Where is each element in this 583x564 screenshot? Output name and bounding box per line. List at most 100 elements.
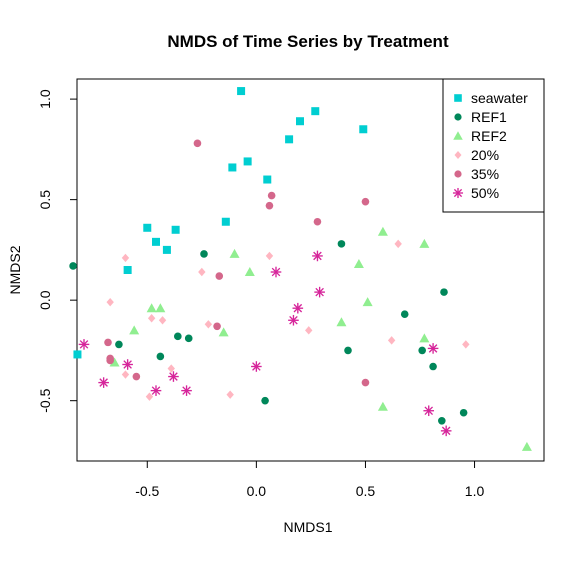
point-ref1	[400, 310, 409, 319]
point-20-pct	[204, 320, 213, 329]
point-35-pct	[215, 272, 224, 280]
legend-marker-seawater	[454, 94, 462, 102]
point-seawater	[311, 107, 320, 116]
point-seawater	[243, 157, 252, 166]
legend-marker-20-pct	[454, 151, 462, 159]
y-axis-ticks: -0.5 0.0 0.5 1.0	[37, 89, 77, 413]
point-35-pct	[193, 139, 202, 148]
point-50-pct	[288, 314, 299, 326]
point-ref1	[440, 288, 448, 296]
legend-label-50-pct: 50%	[471, 185, 499, 201]
point-50-pct	[181, 385, 192, 396]
point-seawater	[359, 125, 368, 134]
legend-label-20-pct: 20%	[471, 147, 499, 163]
x-tick-label: 0.0	[247, 483, 267, 499]
point-50-pct	[251, 361, 262, 372]
point-ref1	[429, 362, 437, 371]
point-seawater	[171, 225, 180, 234]
plot-frame	[76, 78, 545, 462]
point-20-pct	[265, 251, 274, 261]
point-35-pct	[313, 217, 322, 226]
point-20-pct	[158, 316, 167, 325]
x-tick-label: -0.5	[135, 483, 159, 499]
data-points	[69, 87, 532, 451]
point-20-pct	[121, 370, 130, 379]
point-ref1	[115, 340, 123, 349]
point-20-pct	[145, 392, 154, 401]
point-seawater	[73, 350, 82, 359]
point-ref2	[218, 327, 229, 337]
point-ref1	[344, 346, 352, 355]
point-seawater	[296, 117, 304, 126]
point-35-pct	[267, 191, 276, 200]
point-20-pct	[167, 364, 175, 373]
point-35-pct	[361, 378, 370, 387]
point-20-pct	[147, 314, 156, 323]
point-ref2	[146, 303, 157, 313]
point-seawater	[285, 135, 294, 144]
point-ref2	[336, 317, 347, 327]
x-axis-ticks: -0.5 0.0 0.5 1.0	[135, 461, 484, 499]
legend-label-ref1: REF1	[471, 109, 507, 125]
point-50-pct	[150, 385, 162, 396]
x-axis-label: NMDS1	[283, 519, 332, 535]
legend-label-seawater: seawater	[471, 90, 528, 106]
legend-marker-ref2	[453, 131, 463, 140]
point-ref1	[184, 334, 193, 343]
point-50-pct	[168, 371, 179, 382]
point-ref2	[419, 333, 430, 343]
point-50-pct	[427, 343, 439, 354]
point-ref1	[459, 408, 468, 417]
point-ref1	[156, 352, 165, 361]
point-seawater	[263, 175, 272, 184]
point-ref1	[438, 416, 446, 425]
point-ref1	[337, 240, 346, 248]
point-20-pct	[226, 390, 234, 399]
point-50-pct	[440, 425, 452, 437]
point-50-pct	[312, 250, 323, 262]
point-50-pct	[292, 302, 304, 314]
x-tick-label: 0.5	[356, 483, 376, 499]
y-tick-label: 1.0	[37, 89, 53, 109]
point-seawater	[123, 266, 132, 274]
point-ref1	[261, 396, 269, 405]
legend-marker-ref1	[454, 113, 462, 121]
legend-items: seawater REF1 REF2 20% 35% 50%	[452, 90, 528, 201]
point-50-pct	[314, 286, 325, 298]
point-ref1	[418, 346, 426, 355]
point-20-pct	[394, 239, 402, 249]
point-ref2	[229, 248, 240, 258]
x-tick-label: 1.0	[465, 483, 485, 499]
point-ref1	[69, 262, 77, 270]
point-20-pct	[121, 253, 130, 263]
point-ref2	[521, 441, 532, 451]
point-35-pct	[265, 201, 274, 210]
point-seawater	[143, 223, 152, 232]
point-seawater	[162, 245, 171, 254]
point-35-pct	[361, 197, 370, 206]
y-tick-label: 0.0	[37, 290, 53, 310]
legend-marker-50-pct	[452, 187, 464, 199]
point-seawater	[237, 87, 246, 96]
point-ref2	[109, 357, 120, 367]
point-ref2	[129, 325, 140, 335]
point-50-pct	[98, 377, 109, 388]
legend-label-35-pct: 35%	[471, 166, 499, 182]
point-35-pct	[106, 356, 114, 365]
point-20-pct	[305, 326, 313, 335]
point-20-pct	[462, 340, 470, 349]
point-50-pct	[423, 405, 435, 417]
point-35-pct	[104, 338, 112, 347]
point-50-pct	[270, 266, 282, 278]
point-20-pct	[387, 336, 396, 345]
point-ref2	[362, 297, 373, 307]
y-tick-label: -0.5	[37, 388, 53, 412]
point-seawater	[221, 217, 230, 226]
y-axis-label: NMDS2	[7, 245, 23, 294]
point-ref2	[155, 303, 166, 313]
legend: seawater REF1 REF2 20% 35% 50%	[442, 78, 545, 213]
legend-marker-35-pct	[454, 170, 462, 178]
point-ref1	[200, 250, 208, 258]
